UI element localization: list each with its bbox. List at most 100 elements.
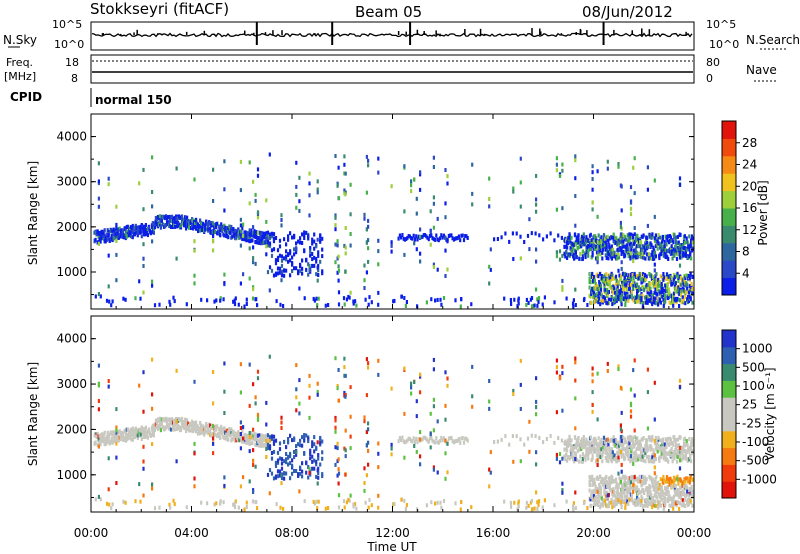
velocity-cell: [377, 505, 380, 510]
power-cell: [650, 290, 653, 295]
power-cell: [600, 293, 603, 298]
velocity-cell: [99, 442, 102, 447]
power-cell: [293, 247, 296, 252]
velocity-cell: [204, 430, 207, 435]
power-cell: [432, 201, 435, 206]
power-cell: [610, 256, 613, 261]
velocity-cell: [517, 499, 520, 504]
power-cell: [403, 209, 406, 214]
velocity-cell: [684, 456, 687, 461]
power-cell: [327, 303, 330, 307]
velocity-cell: [533, 506, 536, 511]
velocity-cell: [432, 467, 435, 472]
velocity-cell: [190, 428, 193, 433]
power-cell: [459, 238, 462, 243]
power-cell: [651, 234, 654, 239]
power-cell: [600, 244, 603, 249]
velocity-cell: [239, 446, 242, 451]
colorbar-swatch: [722, 208, 736, 226]
power-cell: [663, 244, 666, 248]
velocity-cell: [600, 479, 603, 484]
power-cell: [626, 293, 629, 298]
power-cell: [600, 235, 603, 240]
power-cell: [575, 241, 578, 246]
power-cell: [432, 265, 435, 269]
power-cell: [214, 230, 217, 234]
freq-label: Freq.: [6, 56, 33, 69]
power-cell: [489, 247, 492, 252]
power-cell: [607, 240, 610, 244]
velocity-cell: [301, 443, 304, 448]
power-cell: [504, 231, 507, 236]
velocity-cell: [634, 503, 637, 507]
power-cell: [682, 243, 685, 248]
velocity-cell: [672, 443, 675, 447]
velocity-cell: [223, 436, 226, 441]
power-cell: [671, 276, 674, 281]
velocity-cell: [403, 498, 406, 503]
power-cell: [681, 295, 684, 300]
velocity-cell: [688, 437, 691, 442]
power-cell: [213, 299, 216, 304]
velocity-cell: [352, 502, 355, 507]
power-cell: [603, 237, 606, 242]
velocity-cell: [239, 390, 242, 395]
velocity-cell: [627, 449, 630, 454]
power-cell: [107, 253, 110, 258]
power-cell: [663, 275, 666, 280]
power-cell: [673, 286, 676, 291]
power-cell: [686, 286, 689, 291]
velocity-cell: [598, 499, 601, 504]
velocity-cell: [530, 507, 534, 512]
velocity-cell: [624, 505, 627, 510]
power-cell: [605, 243, 608, 248]
power-cell: [496, 237, 499, 241]
power-cell: [555, 250, 558, 255]
power-cell: [635, 286, 638, 291]
power-cell: [620, 266, 623, 271]
power-cell: [688, 276, 691, 281]
velocity-cell: [239, 420, 242, 425]
power-cell: [407, 234, 410, 238]
power-cell: [298, 175, 301, 180]
power-cell: [282, 304, 285, 308]
power-cell: [599, 302, 602, 307]
velocity-cell: [415, 399, 418, 404]
velocity-cell: [608, 446, 611, 451]
power-cell: [646, 245, 650, 249]
velocity-cell: [614, 443, 617, 448]
power-cell: [256, 231, 260, 236]
power-cell: [272, 236, 276, 241]
velocity-cell: [337, 481, 340, 486]
velocity-cell: [596, 463, 599, 467]
power-cell: [659, 235, 662, 240]
velocity-cell: [635, 453, 638, 458]
power-cell: [337, 268, 341, 273]
velocity-cell: [242, 436, 245, 441]
power-cell: [641, 304, 644, 309]
velocity-cell: [605, 474, 608, 479]
velocity-cell: [289, 451, 292, 456]
velocity-cell: [283, 471, 286, 476]
power-cell: [446, 181, 449, 186]
power-cell: [215, 298, 218, 303]
power-cell: [451, 236, 454, 241]
velocity-cell: [584, 453, 587, 458]
velocity-cell: [143, 429, 146, 434]
velocity-cell: [454, 501, 457, 506]
velocity-cell: [252, 458, 255, 463]
velocity-cell: [234, 431, 237, 436]
power-cell: [354, 299, 357, 304]
power-cell: [107, 284, 110, 289]
velocity-cell: [337, 493, 341, 498]
power-cell: [611, 277, 614, 281]
velocity-cell: [344, 394, 347, 399]
power-cell: [159, 225, 162, 230]
power-cell: [268, 288, 271, 293]
power-cell: [460, 233, 463, 238]
velocity-cell: [223, 361, 226, 366]
velocity-cell: [352, 504, 355, 509]
power-cell: [280, 223, 283, 228]
power-cell: [673, 251, 676, 256]
velocity-cell: [689, 455, 692, 460]
